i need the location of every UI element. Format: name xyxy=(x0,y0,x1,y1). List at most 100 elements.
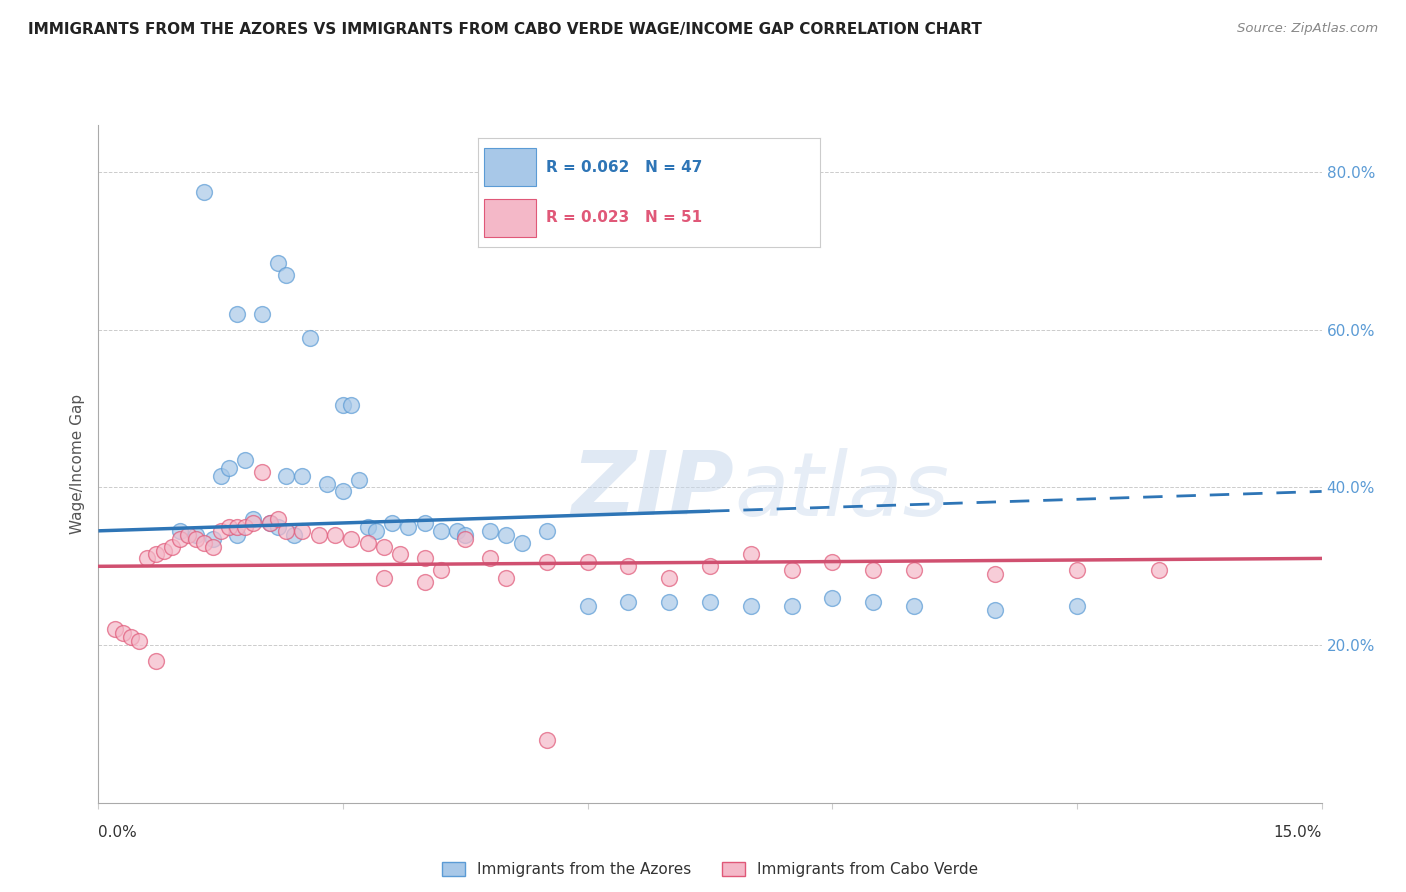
Point xyxy=(145,654,167,668)
Point xyxy=(1147,563,1170,577)
Point xyxy=(495,528,517,542)
Point xyxy=(274,268,297,282)
Point xyxy=(373,540,395,554)
Text: IMMIGRANTS FROM THE AZORES VS IMMIGRANTS FROM CABO VERDE WAGE/INCOME GAP CORRELA: IMMIGRANTS FROM THE AZORES VS IMMIGRANTS… xyxy=(28,22,981,37)
Point xyxy=(226,528,249,542)
Point xyxy=(201,532,224,546)
Point xyxy=(323,528,346,542)
Point xyxy=(291,468,314,483)
Point xyxy=(536,555,558,569)
Point xyxy=(193,535,215,549)
Point xyxy=(169,524,191,538)
Point xyxy=(903,563,925,577)
Point xyxy=(201,540,224,554)
Point xyxy=(267,512,290,526)
Point xyxy=(209,524,232,538)
Point xyxy=(267,520,290,534)
Point xyxy=(699,595,721,609)
Point xyxy=(413,516,436,530)
Point xyxy=(308,528,330,542)
Point xyxy=(413,575,436,590)
Point xyxy=(617,595,640,609)
Point xyxy=(250,465,273,479)
Point xyxy=(111,626,134,640)
Point xyxy=(186,528,208,542)
Y-axis label: Wage/Income Gap: Wage/Income Gap xyxy=(70,393,86,534)
Point xyxy=(332,484,354,499)
Point xyxy=(576,555,599,569)
Text: ZIP: ZIP xyxy=(572,448,734,534)
Point xyxy=(454,528,477,542)
Point xyxy=(145,548,167,562)
Point xyxy=(356,520,378,534)
Point xyxy=(430,563,453,577)
Point xyxy=(1066,563,1088,577)
Point xyxy=(267,256,290,270)
Point xyxy=(430,524,453,538)
Point xyxy=(356,535,378,549)
Point xyxy=(177,528,200,542)
Point xyxy=(576,599,599,613)
Point xyxy=(364,524,387,538)
Point xyxy=(389,548,412,562)
Point xyxy=(259,516,281,530)
Point xyxy=(120,630,142,644)
Point xyxy=(160,540,183,554)
Point xyxy=(536,732,558,747)
Text: atlas: atlas xyxy=(734,448,949,534)
Point xyxy=(495,571,517,585)
Point xyxy=(413,551,436,566)
Text: 0.0%: 0.0% xyxy=(98,825,138,840)
Point xyxy=(242,516,264,530)
Point xyxy=(169,532,191,546)
Point xyxy=(233,520,256,534)
Point xyxy=(193,185,215,199)
Point xyxy=(446,524,468,538)
Point xyxy=(984,602,1007,616)
Point xyxy=(478,524,501,538)
Point xyxy=(128,634,150,648)
Point xyxy=(291,524,314,538)
Point xyxy=(454,532,477,546)
Point xyxy=(381,516,404,530)
Point xyxy=(780,563,803,577)
Point xyxy=(349,473,371,487)
Point xyxy=(862,595,884,609)
Point xyxy=(332,398,354,412)
Point xyxy=(1066,599,1088,613)
Point xyxy=(821,591,844,605)
Point xyxy=(218,520,240,534)
Point xyxy=(274,524,297,538)
Point xyxy=(821,555,844,569)
Point xyxy=(340,532,363,546)
Point xyxy=(373,571,395,585)
Point xyxy=(250,307,273,321)
Point xyxy=(299,331,322,345)
Point xyxy=(152,543,174,558)
Point xyxy=(259,516,281,530)
Point xyxy=(658,595,681,609)
Point xyxy=(862,563,884,577)
Point xyxy=(617,559,640,574)
Point xyxy=(340,398,363,412)
Point xyxy=(699,559,721,574)
Point xyxy=(226,307,249,321)
Point xyxy=(209,468,232,483)
Point xyxy=(274,468,297,483)
Text: 15.0%: 15.0% xyxy=(1274,825,1322,840)
Point xyxy=(396,520,419,534)
Point xyxy=(315,476,337,491)
Point xyxy=(658,571,681,585)
Text: Source: ZipAtlas.com: Source: ZipAtlas.com xyxy=(1237,22,1378,36)
Point xyxy=(903,599,925,613)
Point xyxy=(233,453,256,467)
Point xyxy=(780,599,803,613)
Point xyxy=(740,548,762,562)
Point xyxy=(512,535,534,549)
Point xyxy=(984,567,1007,582)
Point xyxy=(536,524,558,538)
Point xyxy=(283,528,305,542)
Point xyxy=(478,551,501,566)
Point xyxy=(104,623,127,637)
Point xyxy=(740,599,762,613)
